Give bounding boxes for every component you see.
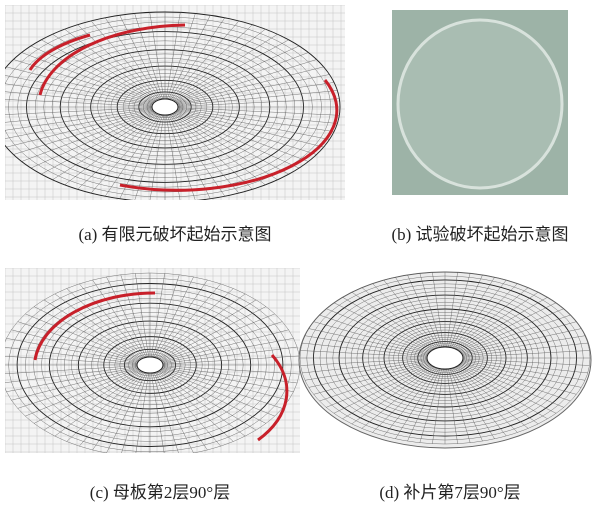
figure-images (0, 0, 593, 506)
figure: (a) 有限元破坏起始示意图 (b) 试验破坏起始示意图 (c) 母板第2层90… (0, 0, 593, 506)
patch-outline (398, 20, 562, 188)
caption: (b) 试验破坏起始示意图 (391, 220, 568, 245)
caption: (a) 有限元破坏起始示意图 (78, 220, 271, 245)
panel-a-image (0, 5, 345, 202)
center-hole (152, 99, 178, 115)
center-hole (137, 357, 163, 373)
panel-d-image (299, 272, 591, 448)
panel-c-image (0, 268, 300, 457)
caption: (c) 母板第2层90°层 (90, 478, 230, 503)
panel-b-image (392, 10, 568, 195)
caption: (d) 补片第7层90°层 (379, 478, 520, 503)
center-hole (427, 347, 463, 369)
